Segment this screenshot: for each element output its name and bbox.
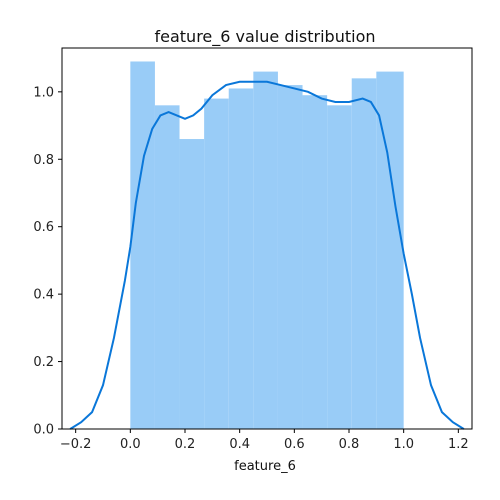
histogram-bar-1: [155, 105, 180, 429]
y-tick-label: 0.2: [33, 355, 54, 370]
histogram-bar-8: [327, 105, 352, 429]
histogram-bar-0: [130, 61, 155, 429]
histogram-bar-5: [253, 72, 278, 429]
y-tick-label: 0.6: [33, 220, 54, 235]
x-tick-label: 1.0: [393, 437, 414, 452]
chart-title: feature_6 value distribution: [155, 27, 376, 47]
x-axis-label: feature_6: [234, 459, 296, 474]
histogram-bar-6: [278, 85, 303, 429]
x-tick-label: 0.2: [175, 437, 196, 452]
y-tick-label: 0.8: [33, 153, 54, 168]
histogram-bar-7: [303, 95, 328, 429]
y-tick-label: 1.0: [33, 85, 54, 100]
histogram-bar-4: [229, 88, 254, 429]
x-tick-label: 1.2: [448, 437, 469, 452]
histogram-bar-9: [352, 78, 377, 429]
x-tick-label: 0.6: [284, 437, 305, 452]
y-tick-label: 0.4: [33, 288, 54, 303]
x-tick-label: −0.2: [60, 437, 92, 452]
x-tick-label: 0.4: [229, 437, 250, 452]
histogram-bar-3: [204, 99, 229, 429]
x-tick-label: 0.0: [120, 437, 141, 452]
histogram-bars: [130, 61, 403, 429]
y-tick-label: 0.0: [33, 423, 54, 438]
x-tick-label: 0.8: [339, 437, 360, 452]
histogram-bar-2: [180, 139, 205, 429]
